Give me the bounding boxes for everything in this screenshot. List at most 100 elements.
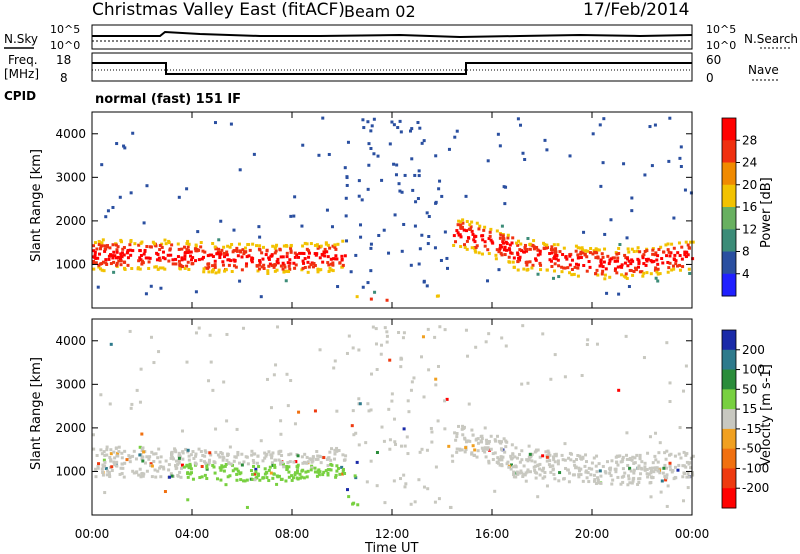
range-gate-cell [360,198,364,202]
range-gate-cell [659,490,663,494]
range-gate-cell [132,449,136,453]
range-gate-cell [691,454,695,458]
range-gate-cell [253,452,257,456]
range-gate-cell [373,290,377,294]
range-gate-cell [199,245,203,249]
range-gate-cell [455,229,459,233]
range-gate-cell [235,427,239,431]
range-gate-cell [280,477,284,481]
range-gate-cell [525,247,529,251]
range-gate-cell [599,258,603,262]
range-gate-cell [292,261,296,265]
range-gate-cell [673,253,677,257]
range-gate-cell [615,252,619,256]
range-gate-cell [282,465,286,469]
range-gate-cell [471,444,475,448]
range-gate-cell [489,238,493,242]
colorbar-swatch [722,389,736,410]
range-gate-cell [137,243,141,247]
range-gate-cell [460,448,464,452]
range-gate-cell [103,460,107,464]
range-gate-cell [235,467,239,471]
range-gate-cell [495,248,499,252]
range-gate-cell [213,259,217,263]
range-gate-cell [522,473,526,477]
range-gate-cell [472,453,476,457]
range-gate-cell [413,224,417,228]
range-gate-cell [653,466,657,470]
range-gate-cell [642,271,646,275]
range-gate-cell [269,254,273,258]
range-gate-cell [287,465,291,469]
range-gate-cell [251,478,255,482]
range-gate-cell [358,402,362,406]
range-gate-cell [577,256,581,260]
range-gate-cell [285,255,289,259]
range-gate-cell [495,229,499,233]
range-gate-cell [137,473,141,477]
range-gate-cell [94,261,98,265]
range-gate-cell [140,449,144,453]
range-gate-cell [673,465,677,469]
range-gate-cell [272,265,276,269]
range-gate-cell [620,459,624,463]
range-gate-cell [596,478,600,482]
range-gate-cell [262,266,266,270]
range-gate-cell [105,445,109,449]
range-gate-cell [375,484,379,488]
range-gate-cell [570,452,574,456]
range-gate-cell [115,248,119,252]
colorbar-swatch [722,428,736,450]
range-gate-cell [330,268,334,272]
range-gate-cell [149,245,153,249]
range-gate-cell [667,250,671,254]
range-gate-cell [676,468,680,472]
range-gate-cell [459,226,463,230]
range-gate-cell [292,214,296,218]
freq-unit-label: [MHz] [4,67,39,81]
range-gate-cell [258,235,262,239]
range-gate-cell [260,265,264,269]
range-gate-cell [623,261,627,265]
range-gate-cell [356,503,360,507]
range-gate-cell [152,361,156,365]
range-gate-cell [495,460,499,464]
range-gate-cell [463,245,467,249]
range-gate-cell [301,468,305,472]
range-gate-cell [445,397,449,401]
range-gate-cell [340,257,344,261]
range-gate-cell [533,450,537,454]
range-gate-cell [521,475,525,479]
range-gate-cell [187,466,191,470]
range-gate-cell [536,248,540,252]
range-gate-cell [470,428,474,432]
range-gate-cell [92,261,96,265]
range-gate-cell [410,380,414,384]
range-gate-cell [466,354,470,358]
range-gate-cell [520,249,524,253]
range-gate-cell [217,270,221,274]
range-gate-cell [564,255,568,259]
range-gate-cell [505,248,509,252]
range-gate-cell [570,258,574,262]
range-gate-cell [503,202,507,206]
range-gate-cell [102,458,106,462]
range-gate-cell [274,458,278,462]
range-gate-cell [316,246,320,250]
range-gate-cell [649,272,653,276]
range-gate-cell [387,407,391,411]
colorbar-tick-label: 28 [742,133,757,147]
range-gate-cell [120,472,124,476]
range-gate-cell [111,205,115,209]
range-gate-cell [470,246,474,250]
range-gate-cell [520,458,524,462]
range-gate-cell [516,253,520,257]
range-gate-cell [654,251,658,255]
range-gate-cell [514,446,518,450]
range-gate-cell [512,475,516,479]
range-gate-cell [597,248,601,252]
range-gate-cell [385,330,389,334]
range-gate-cell [402,222,406,226]
range-gate-cell [638,270,642,274]
